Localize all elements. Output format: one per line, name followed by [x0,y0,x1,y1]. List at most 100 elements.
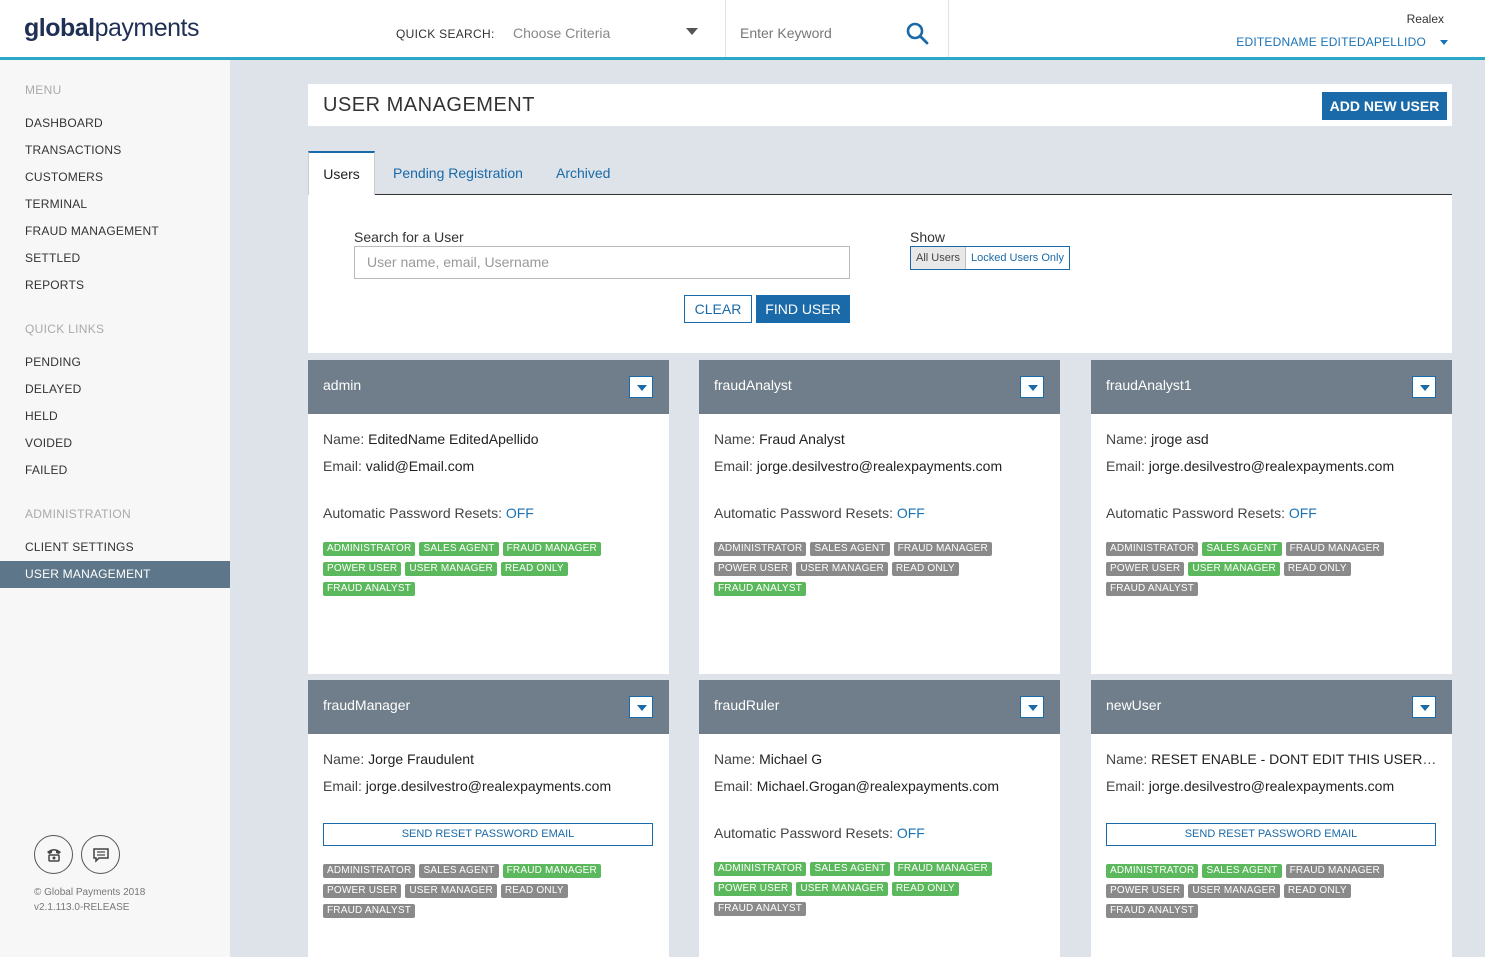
user-card-header: newUser [1091,680,1452,734]
menu-section-title: MENU [25,83,62,97]
auto-reset-label: Automatic Password Resets: [714,825,893,841]
sidebar-item-failed[interactable]: FAILED [25,463,68,477]
show-label: Show [910,229,946,245]
role-badge: USER MANAGER [1188,884,1280,898]
auto-reset-value[interactable]: OFF [505,505,534,521]
tab-users[interactable]: Users [308,151,375,196]
chat-icon[interactable] [81,835,120,874]
chevron-down-icon[interactable] [1020,376,1044,398]
user-card-email: Email: Michael.Grogan@realexpayments.com [714,778,1046,794]
keyword-input[interactable]: Enter Keyword [740,25,832,41]
role-badge: FRAUD MANAGER [893,542,992,556]
sidebar-item-pending[interactable]: PENDING [25,355,82,369]
quick-links-title: QUICK LINKS [25,322,105,336]
email-value: jorge.desilvestro@realexpayments.com [1148,458,1395,474]
user-card-username: fraudAnalyst1 [1106,377,1192,393]
user-menu[interactable]: EDITEDNAME EDITEDAPELLIDO [1236,35,1448,49]
user-card-email: Email: jorge.desilvestro@realexpayments.… [323,778,655,794]
sidebar-item-customers[interactable]: CUSTOMERS [25,170,104,184]
clear-button[interactable]: CLEAR [684,295,752,323]
auto-reset-value[interactable]: OFF [1288,505,1317,521]
user-card-auto-reset: Automatic Password Resets: OFF [323,505,655,521]
sidebar-item-terminal[interactable]: TERMINAL [25,197,88,211]
role-badge: USER MANAGER [796,562,888,576]
all-users-option[interactable]: All Users [911,247,967,269]
role-badge: ADMINISTRATOR [323,864,416,878]
sidebar-item-transactions[interactable]: TRANSACTIONS [25,143,122,157]
global-payments-logo[interactable]: globalpayments [24,14,200,43]
chevron-down-icon [1440,39,1448,45]
quick-search-label: QUICK SEARCH: [396,27,495,41]
sidebar-item-fraud-management[interactable]: FRAUD MANAGEMENT [25,224,159,238]
send-reset-password-button[interactable]: SEND RESET PASSWORD EMAIL [323,823,653,846]
criteria-select[interactable]: Choose Criteria [502,16,708,48]
chevron-down-icon[interactable] [629,696,653,718]
top-header: globalpayments QUICK SEARCH: Choose Crit… [0,0,1485,60]
role-badge: FRAUD MANAGER [502,542,601,556]
user-card-username: fraudRuler [714,697,780,713]
version-text: v2.1.113.0-RELEASE [34,902,130,913]
role-badge: READ ONLY [891,562,959,576]
role-badge: FRAUD MANAGER [1285,864,1384,878]
role-badge: FRAUD MANAGER [502,864,601,878]
role-badge: FRAUD ANALYST [323,904,416,918]
role-badge: READ ONLY [500,562,568,576]
tab-pending-registration[interactable]: Pending Registration [393,165,523,181]
sidebar-item-voided[interactable]: VOIDED [25,436,73,450]
phone-icon[interactable] [34,835,73,874]
role-badges: ADMINISTRATOR SALES AGENT FRAUD MANAGER POW… [714,862,1034,916]
user-card-name: Name: Michael G [714,751,1046,767]
role-badge: ADMINISTRATOR [1106,864,1199,878]
locked-users-option[interactable]: Locked Users Only [966,247,1069,269]
administration-title: ADMINISTRATION [25,507,131,521]
role-badge: FRAUD ANALYST [1106,904,1199,918]
sidebar-item-user-management[interactable]: USER MANAGEMENT [0,561,230,588]
chevron-down-icon[interactable] [1020,696,1044,718]
role-badge: POWER USER [714,882,793,896]
add-new-user-button[interactable]: ADD NEW USER [1322,92,1447,120]
auto-reset-value[interactable]: OFF [896,825,925,841]
page-title-bar: USER MANAGEMENT ADD NEW USER [308,84,1452,126]
name-label: Name: [1106,431,1148,447]
role-badge: FRAUD ANALYST [323,582,416,596]
role-badge: READ ONLY [1283,884,1351,898]
sidebar-item-held[interactable]: HELD [25,409,58,423]
email-label: Email: [1106,778,1145,794]
user-card: newUser Name: RESET ENABLE - DONT EDIT TH… [1091,680,1452,957]
copyright-text: © Global Payments 2018 [34,887,146,898]
role-badge: READ ONLY [1283,562,1351,576]
role-badge: ADMINISTRATOR [714,862,807,876]
sidebar-item-reports[interactable]: REPORTS [25,278,85,292]
user-search-input[interactable]: User name, email, Username [354,246,850,279]
role-badge: ADMINISTRATOR [1106,542,1199,556]
auto-reset-label: Automatic Password Resets: [1106,505,1285,521]
user-card-username: admin [323,377,362,393]
name-value: Jorge Fraudulent [368,751,474,767]
user-card-auto-reset: Automatic Password Resets: OFF [1106,505,1438,521]
role-badges: ADMINISTRATOR SALES AGENT FRAUD MANAGER POW… [1106,864,1426,918]
sidebar-item-delayed[interactable]: DELAYED [25,382,82,396]
sidebar: MENU DASHBOARD TRANSACTIONS CUSTOMERS TE… [0,60,230,957]
email-value: valid@Email.com [365,458,475,474]
chevron-down-icon[interactable] [1412,696,1436,718]
divider [725,0,726,57]
chevron-down-icon[interactable] [629,376,653,398]
role-badge: SALES AGENT [419,542,499,556]
user-card: fraudManager Name: Jorge Fraudulent Email:… [308,680,669,957]
user-card-username: fraudAnalyst [714,377,792,393]
role-badge: SALES AGENT [419,864,499,878]
sidebar-item-dashboard[interactable]: DASHBOARD [25,116,103,130]
find-user-button[interactable]: FIND USER [756,295,850,323]
role-badge: READ ONLY [891,882,959,896]
search-panel: Search for a User User name, email, User… [308,195,1452,353]
auto-reset-value[interactable]: OFF [896,505,925,521]
chevron-down-icon[interactable] [1412,376,1436,398]
role-badge: POWER USER [1106,884,1185,898]
send-reset-password-button[interactable]: SEND RESET PASSWORD EMAIL [1106,823,1436,846]
user-card-email: Email: valid@Email.com [323,458,655,474]
tab-archived[interactable]: Archived [556,165,611,181]
sidebar-item-settled[interactable]: SETTLED [25,251,81,265]
role-badge: ADMINISTRATOR [323,542,416,556]
sidebar-item-client-settings[interactable]: CLIENT SETTINGS [25,540,134,554]
search-icon[interactable] [905,21,929,45]
